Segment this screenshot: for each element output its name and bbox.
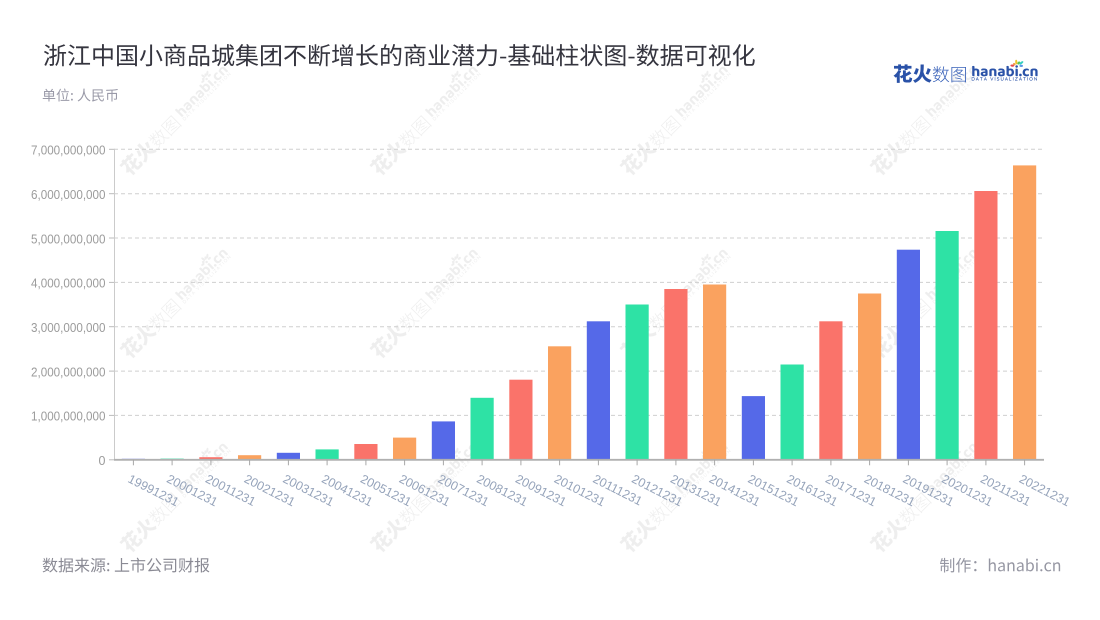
- svg-text:2,000,000,000: 2,000,000,000: [31, 365, 106, 379]
- svg-text:0: 0: [99, 454, 106, 468]
- svg-text:6,000,000,000: 6,000,000,000: [31, 188, 106, 202]
- svg-text:4,000,000,000: 4,000,000,000: [31, 277, 106, 291]
- svg-text:1,000,000,000: 1,000,000,000: [31, 410, 106, 424]
- svg-text:3,000,000,000: 3,000,000,000: [31, 321, 106, 335]
- svg-text:7,000,000,000: 7,000,000,000: [31, 144, 106, 158]
- svg-text:5,000,000,000: 5,000,000,000: [31, 232, 106, 246]
